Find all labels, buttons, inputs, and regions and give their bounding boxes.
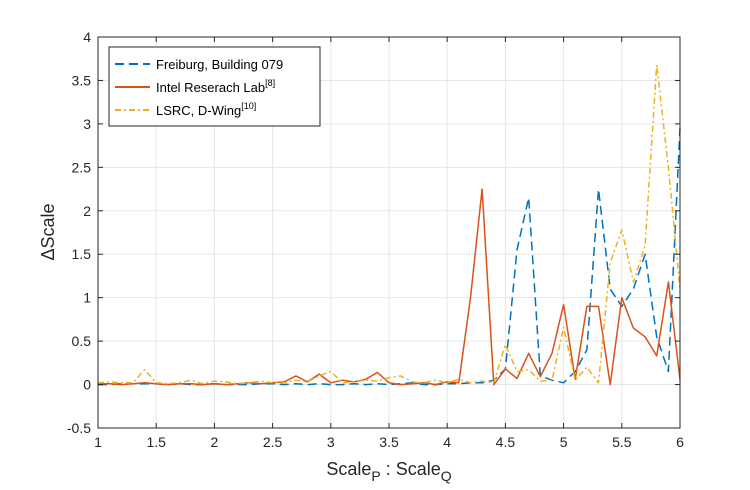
y-tick-label: 3.5 xyxy=(72,72,92,88)
x-tick-label: 2 xyxy=(211,434,219,450)
series-line-2 xyxy=(97,64,681,385)
series-line-1 xyxy=(98,188,681,386)
y-tick-label: 1 xyxy=(83,290,91,306)
x-tick-label: 4 xyxy=(443,434,451,450)
legend-label-2: LSRC, D-Wing[10] xyxy=(156,101,256,118)
y-tick-label: 3 xyxy=(83,116,91,132)
x-tick-label: 5 xyxy=(560,434,568,450)
legend-name: Intel Reserach Lab xyxy=(156,80,265,95)
x-tick-label: 1 xyxy=(94,434,102,450)
x-tick-label: 3.5 xyxy=(379,434,399,450)
y-tick-label: -0.5 xyxy=(67,420,91,436)
legend-superscript: [10] xyxy=(241,101,256,111)
x-tick-label: 3 xyxy=(327,434,335,450)
y-axis-label: ΔScale xyxy=(38,203,58,260)
x-tick-label: 4.5 xyxy=(496,434,516,450)
x-tick-label: 6 xyxy=(676,434,684,450)
legend-name: Freiburg, Building 079 xyxy=(156,57,283,72)
legend-label-1: Intel Reserach Lab[8] xyxy=(156,78,275,95)
x-axis-label: ScaleP : ScaleQ xyxy=(326,459,451,484)
tick-layer: 1 1.5 2 2.5 3 3.5 4 4.5 5 5.5 6 -0.5 0 0.5 1 1.5 2 2.5 3 3.… xyxy=(67,29,684,450)
x-tick-label: 1.5 xyxy=(146,434,166,450)
series-layer xyxy=(97,64,681,386)
y-tick-label: 1.5 xyxy=(72,246,92,262)
y-tick-label: 2 xyxy=(83,203,91,219)
x-tick-label: 2.5 xyxy=(263,434,283,450)
legend-name: LSRC, D-Wing xyxy=(156,103,241,118)
y-tick-label: 4 xyxy=(83,29,91,45)
y-tick-label: 2.5 xyxy=(72,159,92,175)
y-tick-label: 0.5 xyxy=(72,333,92,349)
y-tick-label: 0 xyxy=(83,377,91,393)
legend-superscript: [8] xyxy=(265,78,275,88)
x-tick-label: 5.5 xyxy=(612,434,632,450)
legend-label-0: Freiburg, Building 079 xyxy=(156,57,283,72)
legend: Freiburg, Building 079 Intel Reserach Lab… xyxy=(108,46,321,127)
